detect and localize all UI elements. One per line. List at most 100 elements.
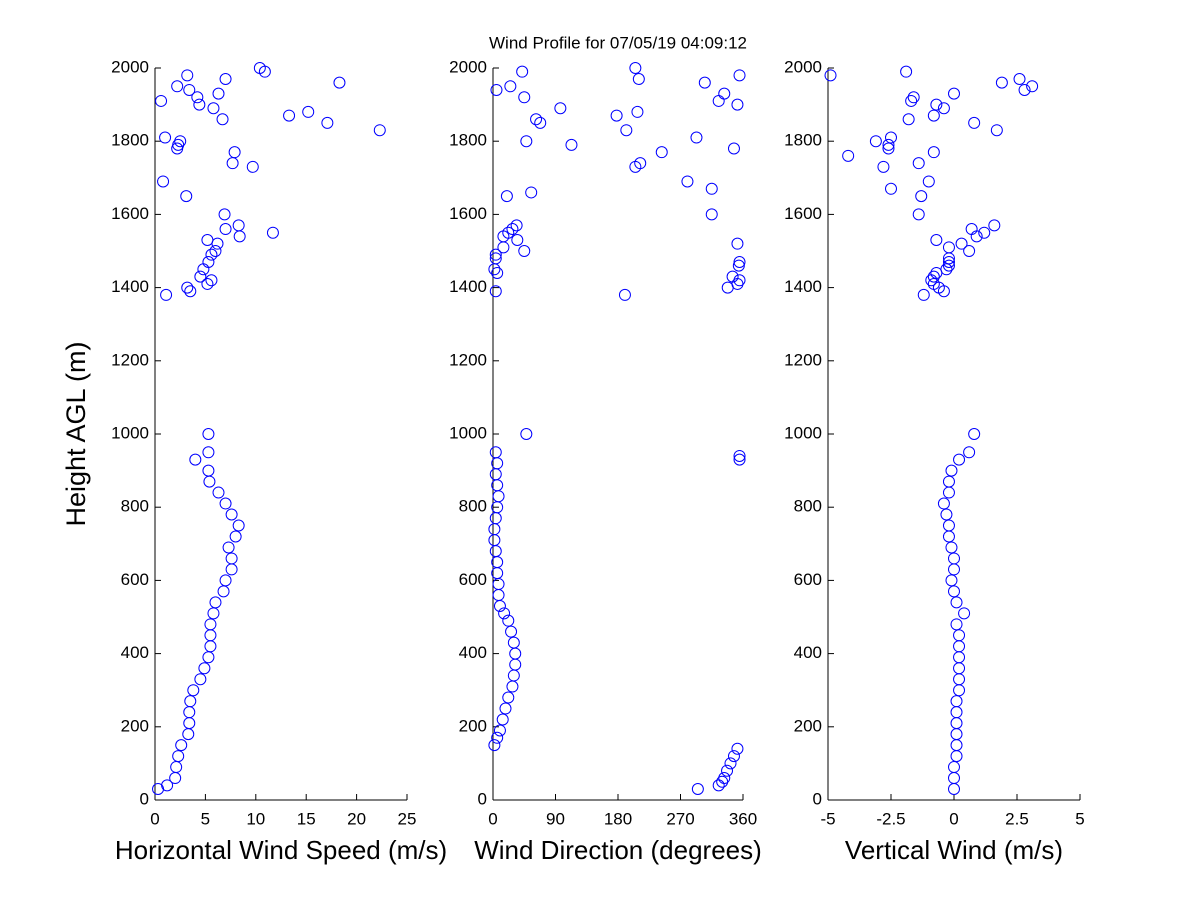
point	[491, 266, 504, 279]
point	[502, 691, 515, 704]
point	[842, 149, 855, 162]
y-tick-label: 1600	[784, 204, 822, 223]
point	[705, 182, 718, 195]
point	[189, 453, 202, 466]
y-tick-label: 600	[794, 570, 822, 589]
point	[171, 80, 184, 93]
point	[201, 277, 214, 290]
y-axis-label: Height AGL (m)	[61, 341, 91, 526]
point	[212, 87, 225, 100]
point	[253, 62, 266, 74]
y-tick-label: 800	[121, 497, 149, 516]
point	[504, 80, 517, 93]
x-tick-label: 0	[488, 809, 497, 828]
point	[940, 508, 953, 521]
y-tick-label: 600	[121, 570, 149, 589]
point	[302, 105, 315, 118]
x-tick-label: 25	[398, 809, 417, 828]
point	[499, 702, 512, 715]
point	[905, 94, 918, 107]
point	[488, 739, 501, 752]
y-tick-label: 400	[121, 643, 149, 662]
point	[212, 486, 225, 499]
point	[219, 497, 232, 510]
point	[202, 464, 215, 477]
point	[219, 223, 232, 236]
point	[869, 135, 882, 148]
point	[953, 629, 966, 642]
point	[1018, 83, 1031, 96]
y-tick-label: 1400	[449, 277, 487, 296]
x-tick-label: -5	[820, 809, 835, 828]
x-tick-label: 20	[347, 809, 366, 828]
y-tick-label: 1800	[449, 131, 487, 150]
point	[942, 475, 955, 488]
point	[498, 607, 511, 620]
y-tick-label: 1600	[449, 204, 487, 223]
point	[491, 731, 504, 744]
point	[937, 102, 950, 115]
point	[202, 255, 215, 268]
point	[502, 614, 515, 627]
x-tick-label: 0	[949, 809, 958, 828]
point	[534, 116, 547, 129]
y-tick-label: 1000	[784, 423, 822, 442]
point	[565, 138, 578, 151]
point	[1026, 80, 1039, 93]
point	[520, 428, 533, 440]
x-tick-label: 15	[297, 809, 316, 828]
point	[963, 245, 976, 257]
point	[204, 618, 217, 631]
point	[963, 446, 976, 459]
point	[194, 673, 207, 686]
point	[207, 102, 220, 115]
point	[219, 574, 232, 587]
point	[201, 234, 214, 247]
point	[620, 124, 633, 137]
point	[718, 772, 731, 785]
point	[490, 83, 503, 96]
point	[995, 76, 1008, 89]
y-tick-label: 200	[459, 716, 487, 735]
y-tick-label: 1200	[784, 350, 822, 369]
y-tick-label: 1400	[111, 277, 149, 296]
y-tick-label: 1000	[449, 423, 487, 442]
point	[955, 237, 968, 250]
y-tick-label: 1800	[111, 131, 149, 150]
point	[502, 226, 515, 239]
point	[733, 453, 746, 466]
y-tick-label: 1000	[111, 423, 149, 442]
point	[726, 270, 739, 283]
x-tick-label: 5	[201, 809, 210, 828]
point	[922, 175, 935, 188]
point	[988, 219, 1001, 232]
point	[945, 464, 958, 477]
point	[333, 76, 346, 89]
point	[159, 131, 172, 144]
point	[942, 255, 955, 268]
y-tick-label: 200	[794, 716, 822, 735]
point	[184, 695, 197, 708]
y-tick-label: 2000	[111, 57, 149, 76]
point	[731, 237, 744, 250]
point	[525, 186, 538, 199]
point	[228, 146, 241, 159]
point	[496, 713, 509, 726]
point	[948, 761, 960, 774]
point	[155, 94, 168, 107]
point	[631, 105, 644, 118]
y-tick-label: 1400	[784, 277, 822, 296]
point	[930, 98, 943, 111]
point	[1013, 72, 1026, 85]
x-axis-label: Wind Direction (degrees)	[474, 835, 762, 865]
point	[209, 596, 222, 609]
point	[927, 146, 940, 159]
point	[733, 255, 746, 268]
y-tick-label: 200	[121, 716, 149, 735]
point	[731, 742, 744, 755]
point	[882, 138, 895, 151]
point	[927, 109, 940, 122]
point	[175, 739, 188, 752]
